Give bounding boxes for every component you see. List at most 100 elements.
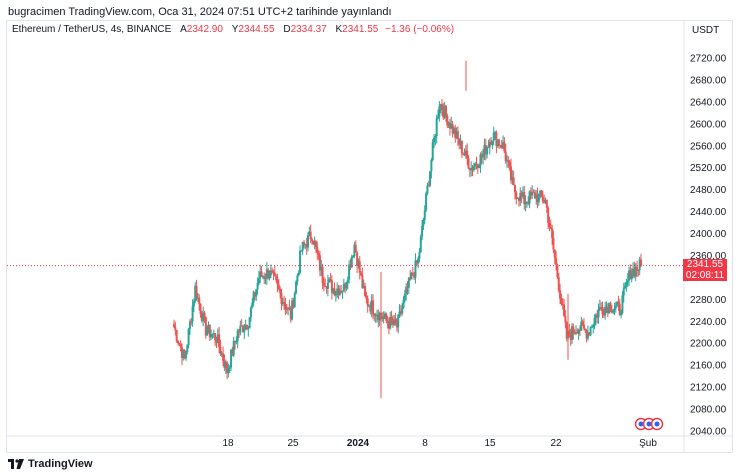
y-tick-label: 2480.00 [690, 185, 727, 196]
candle-body [638, 259, 641, 271]
bar-countdown: 02:08:11 [685, 270, 725, 281]
candle-body [306, 235, 309, 248]
candle-body [438, 106, 441, 117]
candle-body [296, 275, 299, 282]
candle-body [345, 282, 348, 289]
y-tick-label: 2640.00 [690, 97, 727, 108]
candle-body [394, 319, 397, 324]
y-tick-label: 2520.00 [690, 163, 727, 174]
y-tick-label: 2720.00 [690, 54, 727, 65]
candle-body [572, 326, 575, 334]
candle-body [596, 314, 599, 318]
candle-body [423, 210, 426, 220]
candle-body [240, 325, 243, 327]
candle-body [333, 288, 336, 296]
candle-body [430, 159, 433, 172]
candle-body [625, 282, 628, 286]
candle-body [544, 199, 547, 203]
candle-body [609, 303, 612, 312]
candle-body [527, 201, 530, 204]
candle-body [230, 349, 233, 368]
candle-body [218, 334, 221, 347]
candle-body [451, 124, 454, 134]
candle-body [614, 305, 617, 309]
candle-body [375, 314, 378, 316]
candle-body [426, 185, 429, 194]
y-tick-label: 2600.00 [690, 119, 727, 130]
candle-body [414, 260, 417, 278]
candle-body [192, 301, 195, 307]
candle-body [584, 328, 587, 331]
chart-frame [6, 20, 733, 453]
publisher-line: bugracimen TradingView.com, Oca 31, 2024… [8, 6, 392, 18]
candle-body [387, 323, 390, 329]
candle-body [281, 302, 284, 304]
candle-body [517, 198, 520, 201]
candle-body [309, 231, 312, 240]
candle-body [210, 334, 213, 338]
candle-body [624, 285, 627, 289]
candle-body [175, 329, 178, 341]
x-tick-label: 15 [484, 438, 496, 449]
candle-body [543, 201, 546, 203]
candle-body [191, 306, 194, 322]
candle-body [382, 317, 385, 320]
legend-low-value: 2334.37 [290, 24, 327, 35]
candle-body [389, 317, 392, 329]
candle-body [484, 145, 487, 155]
legend-change: −1.36 (−0.06%) [385, 24, 455, 35]
candle-body [310, 239, 313, 241]
candle-body [560, 298, 563, 304]
candle-body [621, 295, 624, 314]
candle-body [605, 306, 608, 308]
candle-body [383, 313, 386, 318]
candle-body [474, 163, 477, 167]
candle-body [561, 303, 564, 305]
candle-body [235, 341, 238, 343]
candle-body [265, 269, 268, 279]
candle-body [529, 191, 532, 196]
candle-body [612, 309, 615, 313]
candle-body [378, 312, 381, 321]
candle-body [330, 280, 333, 293]
price-axis-currency[interactable]: USDT [692, 25, 720, 36]
candle-body [532, 192, 535, 194]
y-tick-label: 2040.00 [690, 427, 727, 438]
candle-body [261, 276, 264, 278]
candle-body [391, 321, 394, 325]
candle-body [403, 293, 406, 300]
candle-body [616, 301, 619, 306]
candle-body [459, 140, 462, 145]
candle-body [523, 192, 526, 205]
candle-body [381, 316, 384, 320]
candle-body [357, 261, 360, 266]
candle-body [188, 321, 191, 329]
candle-body [249, 307, 252, 318]
candle-body [325, 286, 328, 289]
candle-body [604, 307, 607, 316]
candle-body [511, 177, 514, 181]
candle-body [585, 330, 588, 339]
candle-body [589, 327, 592, 335]
candle-body [385, 313, 388, 321]
candle-body [180, 347, 183, 358]
legend-close-label: K [335, 24, 343, 35]
x-tick-label: 18 [222, 438, 234, 449]
candle-body [407, 277, 410, 288]
candle-body [498, 139, 501, 146]
candle-body [199, 304, 202, 314]
candle-body [207, 324, 210, 332]
candle-body [425, 193, 428, 211]
candle-body [478, 166, 481, 169]
legend-close-value: 2341.55 [342, 24, 379, 35]
candle-body [179, 344, 182, 348]
candle-body [576, 332, 579, 334]
candle-body [204, 317, 207, 336]
candle-body [291, 300, 294, 320]
candle-body [176, 340, 179, 344]
candle-body [409, 277, 412, 280]
candle-body [640, 259, 642, 266]
candle-body [260, 271, 263, 277]
candle-body [466, 150, 469, 159]
